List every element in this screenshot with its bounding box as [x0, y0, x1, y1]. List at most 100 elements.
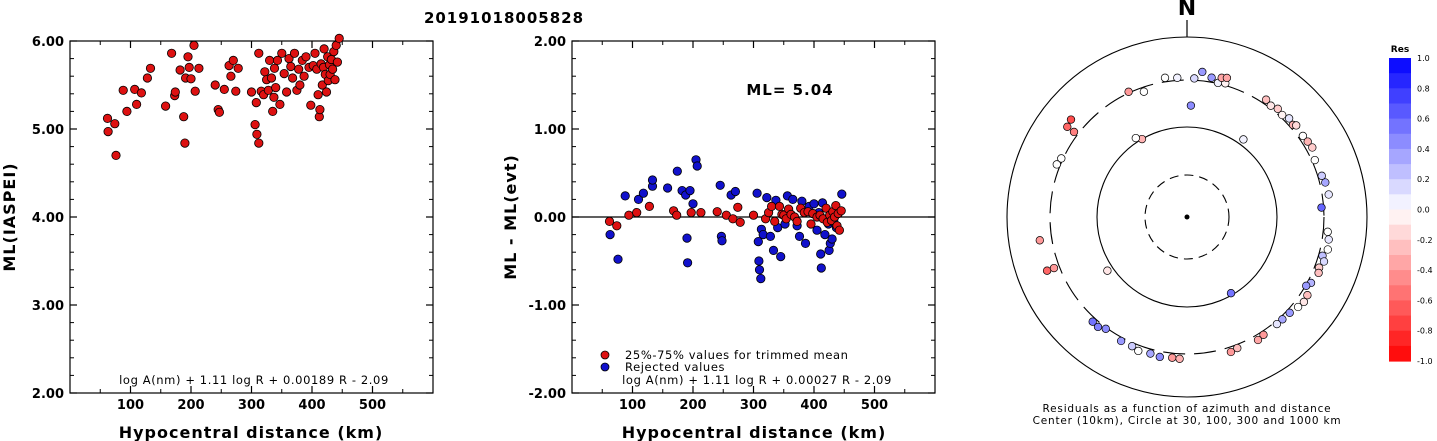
magnitude-point	[132, 99, 142, 110]
station-residual-point	[1093, 322, 1103, 332]
rejected-point	[730, 186, 741, 197]
colorbar-tick-label: -1.0	[1417, 357, 1433, 366]
magnitude-point	[210, 80, 220, 90]
formula-label: log A(nm) + 1.11 log R + 0.00189 R - 2.0…	[119, 373, 389, 387]
legend-label-accepted: 25%-75% values for trimmed mean	[625, 348, 849, 362]
x-tick-label: 100	[117, 398, 144, 413]
station-residual-point	[1292, 121, 1301, 130]
magnitude-point	[254, 138, 264, 148]
colorbar-cell	[1389, 285, 1411, 301]
magnitude-point	[186, 74, 196, 84]
magnitude-point	[214, 107, 224, 117]
magnitude-point	[264, 55, 275, 66]
accepted-point	[733, 202, 743, 212]
station-residual-point	[1131, 133, 1140, 143]
rejected-point	[809, 199, 819, 209]
rejected-point	[827, 234, 837, 244]
station-residual-point	[1052, 160, 1061, 169]
colorbar-tick-label: 0.8	[1417, 84, 1430, 93]
accepted-point	[632, 208, 642, 218]
colorbar-cell	[1389, 224, 1411, 241]
y-tick-label: 3.00	[32, 299, 64, 314]
station-residuals	[1035, 67, 1333, 363]
magnitude-point	[184, 62, 194, 73]
colorbar-cell	[1389, 300, 1411, 317]
station-residual-point	[1042, 266, 1052, 275]
magnitude-point	[289, 48, 300, 58]
colorbar-cell	[1389, 73, 1411, 89]
x-tick-label: 200	[177, 398, 204, 413]
station-residual-point	[1173, 73, 1182, 82]
x-tick-label: 300	[740, 398, 767, 413]
rejected-point	[692, 161, 702, 171]
magnitude-point	[319, 44, 329, 54]
accepted-point	[644, 201, 655, 211]
legend-marker-rejected	[600, 362, 610, 372]
magnitude-point	[190, 86, 200, 96]
colorbar-tick-label: -0.4	[1417, 266, 1433, 275]
station-residual-point	[1303, 137, 1312, 146]
colorbar-cell	[1389, 270, 1411, 286]
ring-30km	[1144, 174, 1230, 260]
accepted-point	[728, 214, 738, 224]
rejected-point	[812, 225, 822, 235]
colorbar-tick-label: -0.6	[1417, 296, 1433, 305]
magnitude-point	[269, 63, 280, 73]
y-tick-label: 5.00	[32, 123, 64, 138]
y-tick-label: -2.00	[529, 387, 566, 402]
azimuth-residual-map: N Residuals as a function of azimuth and…	[1006, 0, 1368, 427]
colorbar-cell	[1389, 345, 1411, 362]
magnitude-point	[266, 73, 277, 83]
rejected-point	[800, 238, 811, 248]
rejected-point	[753, 237, 763, 247]
colorbar-tick-label: 0.0	[1417, 206, 1430, 215]
y-axis-label: ML - ML(evt)	[501, 154, 520, 280]
magnitude-point	[334, 33, 344, 44]
colorbar-cell	[1389, 118, 1411, 135]
station-residual-point	[1233, 343, 1242, 353]
station-residual-point	[1272, 319, 1282, 329]
rejected-point	[672, 166, 682, 176]
rejected-point	[685, 186, 695, 196]
station-residual-point	[1190, 74, 1199, 83]
magnitude-point	[118, 85, 128, 95]
magnitude-point	[301, 52, 311, 62]
residual-colorbar: Res 1.0 0.8 0.6 0.4 0.2 0.0 -0.2 -0.4 -0.6 -0.8 -1…	[1389, 45, 1433, 366]
magnitude-point	[294, 64, 304, 74]
station-residual-point	[1226, 347, 1236, 357]
colorbar-cell	[1389, 194, 1411, 210]
station-residual-point	[1324, 190, 1333, 199]
magnitude-point	[252, 129, 262, 139]
caption-line-2: Center (10km), Circle at 30, 100, 300 an…	[1033, 415, 1342, 427]
colorbar-cell	[1389, 103, 1411, 120]
rejected-point	[638, 188, 649, 198]
station-residual-point	[1207, 73, 1216, 82]
station-residual-point	[1063, 122, 1072, 131]
magnitude-point	[269, 92, 279, 102]
magnitude-point	[136, 88, 146, 98]
rejected-point	[682, 258, 693, 268]
station-residual-point	[1310, 155, 1319, 165]
accepted-point	[770, 216, 780, 226]
station-residual-point	[1116, 336, 1126, 346]
station-residual-point	[1134, 346, 1143, 356]
x-axis-label: Hypocentral distance (km)	[622, 423, 887, 441]
station-residual-point	[1103, 266, 1112, 275]
colorbar-cell	[1389, 133, 1411, 150]
station-residual-point	[1069, 127, 1079, 137]
station-residual-point	[1317, 171, 1326, 180]
station-residual-point	[1273, 104, 1282, 113]
accepted-point	[612, 221, 622, 231]
accepted-point	[748, 210, 759, 220]
rejected-point	[633, 194, 644, 204]
ml-annotation: ML= 5.04	[746, 81, 833, 99]
x-tick-label: 500	[861, 398, 888, 413]
colorbar-tick-label: 0.2	[1417, 175, 1430, 184]
rejected-point	[688, 199, 698, 209]
station-residual-point	[1226, 289, 1236, 298]
station-residual-point	[1298, 131, 1308, 141]
accepted-point	[696, 208, 706, 218]
station-residual-point	[1155, 352, 1164, 362]
magnitude-point	[310, 48, 320, 58]
accepted-point	[672, 210, 682, 220]
